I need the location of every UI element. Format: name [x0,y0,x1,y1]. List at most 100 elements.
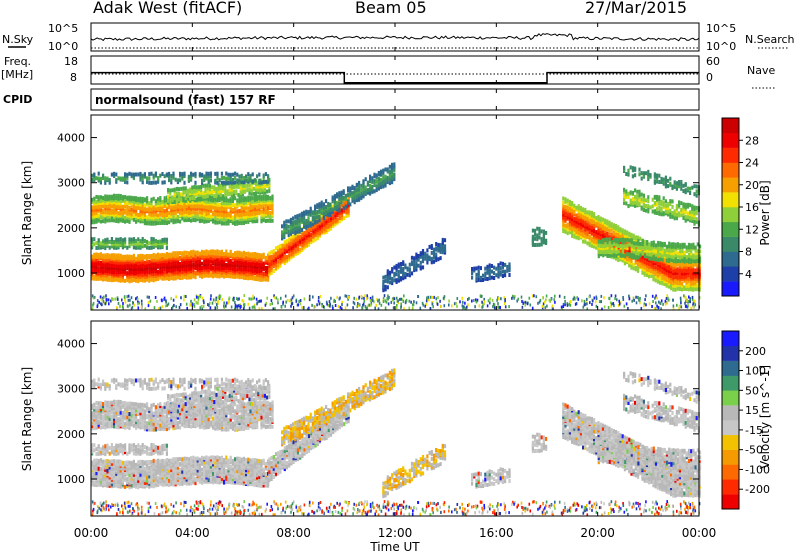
power-cell [183,271,186,276]
power-cell [279,263,282,268]
power-cell [146,202,149,207]
power-cell [248,187,251,192]
power-cell [542,237,545,242]
power-cell [573,206,576,210]
power-cell [245,259,248,264]
power-cell [630,263,633,268]
power-cell [393,162,396,167]
power-cell [288,237,291,242]
power-cell [169,197,172,202]
power-cell [277,249,280,254]
power-cell [264,214,267,219]
power-cell [102,215,105,220]
power-cell [672,269,675,273]
power-cell [681,275,684,280]
power-cell [373,189,376,194]
power-cell [670,274,673,278]
power-cell [201,215,204,219]
power-cell [642,173,645,178]
power-cell [93,220,96,225]
power-cell [179,255,182,260]
power-cell [627,191,630,196]
power-cell [260,253,263,258]
power-cell [146,260,149,265]
power-cell [657,251,660,256]
power-cell [499,272,502,277]
power-cell [229,262,232,267]
power-cell [364,185,367,190]
power-cell [209,204,212,209]
power-cell [216,208,219,213]
power-cell [582,233,585,238]
power-cell [237,193,240,198]
power-cell [497,263,500,268]
power-cell [141,199,144,204]
power-cell [294,231,297,236]
power-cell [95,275,98,280]
power-cell [207,254,210,259]
power-cell [198,251,201,256]
power-cell [667,279,670,284]
power-cell [207,171,210,176]
power-cell [305,221,308,225]
power-cell [172,251,175,256]
power-cell [656,202,659,207]
power-cell [209,174,212,179]
power-cell [173,200,176,204]
power-cell [369,179,372,184]
power-cell [595,230,598,235]
power-cell [327,227,330,232]
power-cell [333,194,336,199]
power-cell [388,280,392,285]
power-cell [117,260,120,265]
power-cell [597,236,600,241]
power-cell [260,215,263,219]
power-cell [495,266,498,271]
power-cell [656,261,659,265]
power-cell [113,213,116,218]
power-cell [220,176,223,180]
power-cell [196,204,199,209]
power-cell [316,236,319,241]
power-cell [102,208,105,213]
power-cell [665,277,668,282]
power-cell [303,221,306,225]
power-cell [626,252,629,256]
power-cell [253,211,256,216]
power-cell [582,228,585,233]
power-cell [108,214,111,219]
power-cell [91,237,94,242]
power-cell [314,204,317,209]
power-cell [229,249,232,254]
power-cell [617,249,620,254]
power-cell [294,229,297,234]
power-cell [631,168,634,173]
power-cell [604,222,607,227]
power-cell [137,261,140,265]
power-cell [183,171,186,176]
freq-tick-bottom: 8 [70,71,77,84]
power-cell [292,244,295,249]
power-cell [242,180,245,185]
power-cell [477,269,480,274]
power-cell [336,213,339,218]
power-cell [391,162,394,167]
power-cell [212,210,215,215]
power-cell [170,264,173,269]
power-cell [117,264,120,269]
power-cell [181,275,184,280]
power-cell [262,203,265,207]
power-cell [216,249,219,254]
power-cell [386,169,389,174]
power-cell [201,254,204,259]
power-cell [653,209,656,214]
power-cell [93,268,96,273]
power-cell [391,281,394,286]
power-cell [667,210,670,215]
power-cell [242,201,245,205]
power-cell [234,213,237,218]
power-cell [479,278,482,283]
power-cell [625,201,628,206]
power-cell [274,265,278,270]
power-cell [333,196,336,201]
